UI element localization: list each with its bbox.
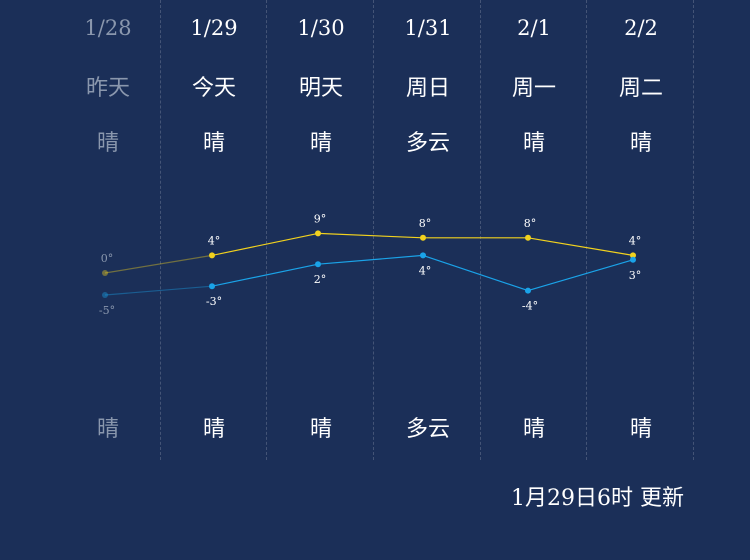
high-temp-label: 0° — [101, 252, 114, 265]
day-column-2: 1/30 明天 晴 晴 — [268, 0, 374, 460]
night-weather: 晴 — [96, 417, 119, 442]
day-column-5: 2/2 周二 晴 晴 — [588, 0, 694, 460]
low-temp-point — [315, 261, 321, 268]
day-weather: 晴 — [629, 131, 652, 156]
low-temp-label: 4° — [419, 264, 432, 277]
low-temp-line-segment — [211, 263, 319, 287]
low-temp-label: 2° — [314, 273, 327, 286]
day-date: 2/2 — [624, 16, 658, 40]
high-temp-line-segment — [211, 232, 319, 256]
night-weather: 晴 — [522, 417, 545, 442]
high-temp-point — [209, 252, 215, 259]
day-column-1: 1/29 今天 晴 晴 — [161, 0, 267, 460]
day-name: 明天 — [298, 76, 343, 101]
high-temp-point — [102, 270, 108, 276]
low-temp-line-segment — [422, 254, 529, 292]
day-weather: 晴 — [522, 131, 545, 156]
update-time: 1月29日6时 更新 — [511, 486, 684, 511]
day-name: 周二 — [618, 76, 663, 101]
low-temp-point — [102, 292, 108, 298]
high-temp-point — [525, 234, 531, 241]
day-column-3: 1/31 周日 多云 多云 — [375, 0, 481, 460]
night-weather: 晴 — [202, 417, 225, 442]
high-temp-label: 8° — [524, 217, 537, 230]
low-temp-point — [630, 256, 636, 263]
low-temp-label: -5° — [99, 304, 115, 317]
day-name: 昨天 — [85, 76, 130, 101]
high-temp-line-segment — [317, 232, 424, 239]
low-temp-line-segment — [527, 259, 634, 292]
day-weather: 晴 — [96, 131, 119, 156]
night-weather: 晴 — [629, 417, 652, 442]
day-date: 1/31 — [404, 16, 452, 40]
day-column-4: 2/1 周一 晴 晴 — [481, 0, 587, 460]
low-temp-point — [525, 287, 531, 294]
high-temp-line-segment — [104, 254, 213, 274]
high-temp-point — [420, 234, 426, 241]
day-date: 1/29 — [190, 16, 238, 40]
day-weather: 多云 — [405, 131, 450, 156]
low-temp-label: 3° — [629, 269, 642, 282]
low-temp-point — [420, 252, 426, 259]
day-date: 1/28 — [84, 16, 132, 40]
day-column-0: 1/28 昨天 晴 晴 — [55, 0, 161, 460]
low-temp-line-segment — [317, 254, 424, 265]
low-temp-label: -3° — [206, 295, 222, 308]
high-temp-point — [315, 230, 321, 237]
low-temp-line-segment — [104, 285, 213, 296]
forecast-grid: 1/28 昨天 晴 晴 1/29 今天 晴 晴 1/30 明天 晴 晴 1/31… — [55, 0, 695, 460]
high-temp-label: 9° — [314, 212, 327, 225]
day-name: 周一 — [511, 76, 556, 101]
high-temp-label: 8° — [419, 217, 432, 230]
high-temp-line-segment — [527, 237, 634, 256]
high-temp-label: 4° — [629, 234, 642, 247]
low-temp-point — [209, 283, 215, 290]
day-name: 今天 — [191, 76, 236, 101]
day-weather: 晴 — [309, 131, 332, 156]
day-date: 2/1 — [517, 16, 551, 40]
night-weather: 晴 — [309, 417, 332, 442]
high-temp-point — [630, 252, 636, 259]
night-weather: 多云 — [405, 417, 450, 442]
day-name: 周日 — [405, 76, 450, 101]
day-date: 1/30 — [297, 16, 345, 40]
high-temp-label: 4° — [208, 234, 221, 247]
low-temp-label: -4° — [522, 300, 538, 313]
day-weather: 晴 — [202, 131, 225, 156]
